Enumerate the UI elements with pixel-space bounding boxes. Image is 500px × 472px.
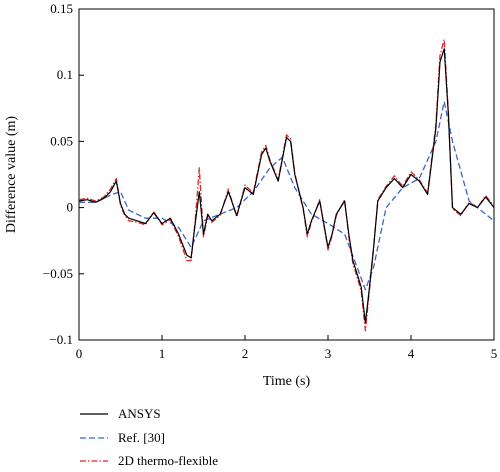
series-line-2d-thermo-flexible <box>78 38 495 332</box>
series-line-ref-30 <box>79 101 495 291</box>
y-tick-label: −0.1 <box>49 332 73 347</box>
y-tick-label: 0.15 <box>50 1 73 16</box>
plot-frame <box>78 8 495 341</box>
legend-label-2d-thermo-flexible: 2D thermo-flexible <box>118 453 218 468</box>
legend-label-ref30: Ref. [30] <box>118 430 165 445</box>
legend: ANSYS Ref. [30] 2D thermo-flexible <box>80 406 218 468</box>
plot-area <box>78 8 495 341</box>
x-tick-label: 1 <box>159 346 166 361</box>
x-tick-label: 2 <box>242 346 249 361</box>
x-tick-label: 4 <box>408 346 415 361</box>
y-tick-label: 0.05 <box>50 133 73 148</box>
series-layer <box>78 38 495 332</box>
x-tick-label: 5 <box>491 346 498 361</box>
x-tick-label: 3 <box>325 346 332 361</box>
y-tick-label: 0 <box>67 200 74 215</box>
series-line-ansys <box>78 48 495 324</box>
axes: 0 1 2 3 4 5 −0.1 −0.05 0 0.05 0.1 0.15 <box>43 1 497 361</box>
legend-label-ansys: ANSYS <box>118 406 161 421</box>
x-tick-label: 0 <box>76 346 83 361</box>
x-axis-label: Time (s) <box>263 374 311 389</box>
y-axis-label: Difference value (m) <box>4 116 19 233</box>
y-tick-label: 0.1 <box>57 67 73 82</box>
y-tick-label: −0.05 <box>43 266 73 281</box>
